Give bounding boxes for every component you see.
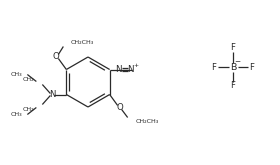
Text: −: − bbox=[234, 59, 240, 65]
Text: CH₂: CH₂ bbox=[23, 107, 34, 112]
Text: O: O bbox=[53, 52, 60, 61]
Text: N: N bbox=[127, 65, 134, 74]
Text: F: F bbox=[212, 63, 216, 71]
Text: CH₂CH₃: CH₂CH₃ bbox=[70, 40, 94, 45]
Text: N: N bbox=[115, 65, 122, 74]
Text: F: F bbox=[230, 44, 235, 52]
Text: CH₃: CH₃ bbox=[11, 112, 22, 117]
Text: CH₂CH₃: CH₂CH₃ bbox=[136, 119, 159, 124]
Text: B: B bbox=[230, 63, 236, 71]
Text: +: + bbox=[133, 63, 138, 68]
Text: F: F bbox=[230, 82, 235, 90]
Text: CH₃: CH₃ bbox=[11, 72, 22, 77]
Text: CH₂: CH₂ bbox=[23, 77, 34, 82]
Text: O: O bbox=[116, 103, 123, 112]
Text: N: N bbox=[49, 90, 55, 99]
Text: F: F bbox=[249, 63, 255, 71]
